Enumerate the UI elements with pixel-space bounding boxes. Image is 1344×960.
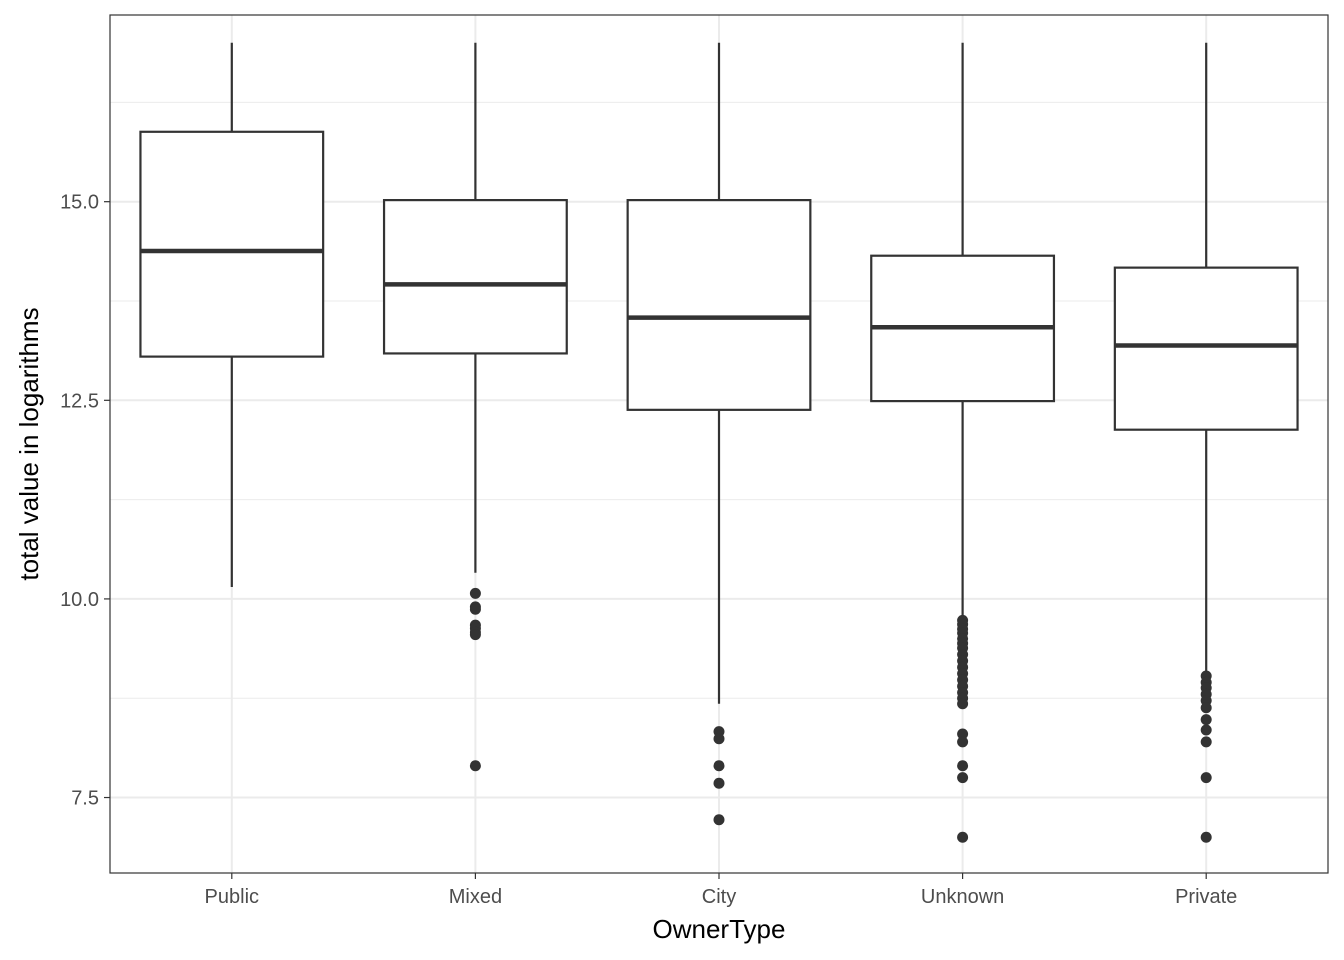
outlier-point bbox=[957, 831, 969, 843]
y-tick-label: 12.5 bbox=[60, 390, 99, 412]
outlier-point bbox=[469, 629, 481, 641]
x-axis: Public Mixed City Unknown Private bbox=[205, 873, 1237, 908]
outlier-point bbox=[1200, 714, 1212, 726]
x-tick-label: Unknown bbox=[921, 886, 1004, 908]
outlier-point bbox=[957, 728, 969, 740]
outlier-point bbox=[957, 698, 969, 710]
boxes bbox=[139, 42, 1299, 843]
outlier-point bbox=[1200, 736, 1212, 748]
x-tick-label: Public bbox=[205, 886, 259, 908]
x-tick-label: Private bbox=[1175, 886, 1237, 908]
box-group-unknown bbox=[870, 42, 1056, 843]
outlier-point bbox=[469, 760, 481, 772]
box-group-city bbox=[626, 42, 812, 826]
y-axis: 7.5 10.0 12.5 15.0 bbox=[60, 192, 110, 810]
y-axis-title: total value in logarithms bbox=[14, 307, 44, 580]
outlier-point bbox=[713, 733, 725, 745]
outlier-point bbox=[957, 760, 969, 772]
iqr-box bbox=[626, 199, 812, 411]
outlier-point bbox=[957, 736, 969, 748]
outlier-point bbox=[1200, 772, 1212, 784]
outlier-point bbox=[1200, 702, 1212, 714]
outlier-point bbox=[713, 814, 725, 826]
outlier-point bbox=[1200, 831, 1212, 843]
outlier-point bbox=[713, 760, 725, 772]
y-tick-label: 7.5 bbox=[71, 788, 99, 810]
outlier-point bbox=[469, 603, 481, 615]
iqr-box bbox=[382, 199, 568, 355]
x-tick-label: City bbox=[702, 886, 736, 908]
outlier-point bbox=[1200, 724, 1212, 736]
outlier-point bbox=[957, 772, 969, 784]
outlier-point bbox=[469, 587, 481, 599]
iqr-box bbox=[139, 130, 325, 358]
box-group-public bbox=[139, 42, 325, 587]
y-tick-label: 15.0 bbox=[60, 192, 99, 214]
y-tick-label: 10.0 bbox=[60, 589, 99, 611]
box-group-mixed bbox=[382, 42, 568, 772]
x-tick-label: Mixed bbox=[449, 886, 502, 908]
x-axis-title: OwnerType bbox=[653, 914, 786, 944]
iqr-box bbox=[1113, 266, 1299, 431]
box-group-private bbox=[1113, 42, 1299, 843]
outlier-point bbox=[713, 777, 725, 789]
